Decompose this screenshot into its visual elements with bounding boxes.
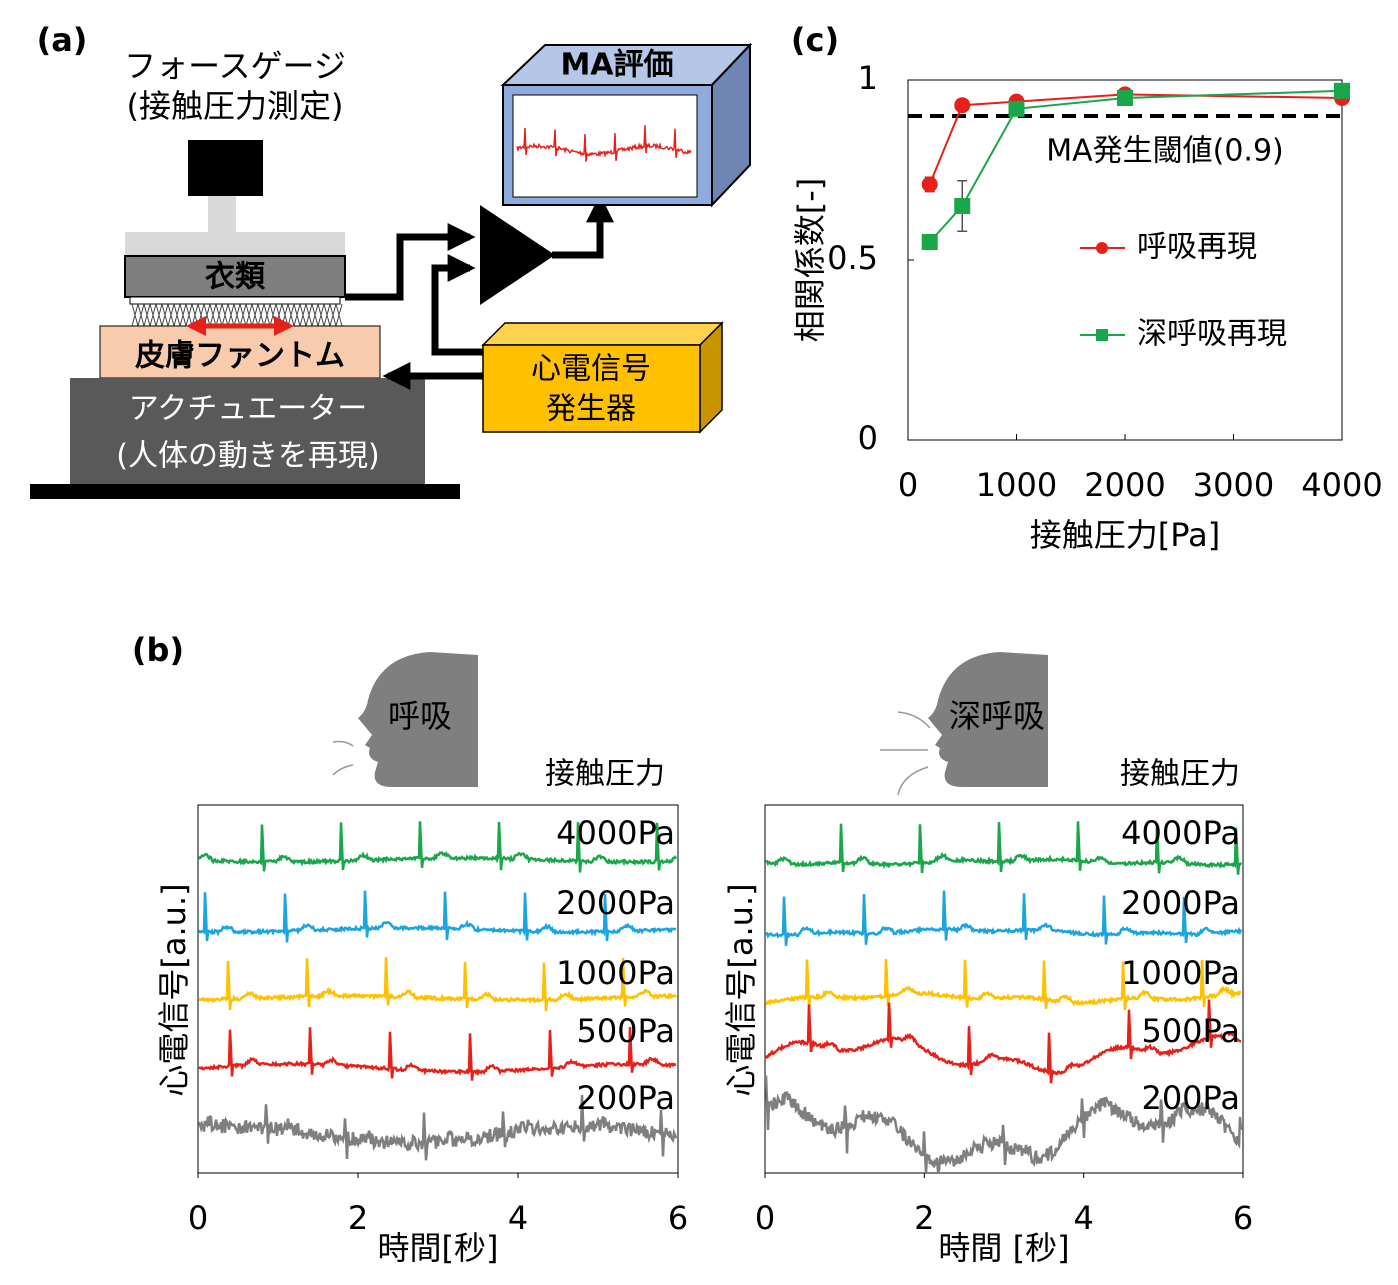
label: アクチュエーター (129, 392, 368, 427)
legend-label: 呼吸再現 (1137, 230, 1257, 265)
header-label: 接触圧力 (545, 757, 665, 792)
actuator (70, 378, 425, 484)
ecg-generator (482, 344, 701, 433)
gauge-plate (125, 232, 345, 255)
x-tick-label: 2000 (1084, 466, 1165, 504)
threshold-label: MA発生閾値(0.9) (1046, 134, 1284, 169)
label: 心電信号 (531, 352, 651, 387)
panel-label: (a) (37, 21, 88, 59)
plot-frame (764, 804, 1244, 1174)
y-axis-label: 心電信号[a.u.] (722, 883, 760, 1096)
x-tick-label: 4 (508, 1199, 528, 1237)
header-label: 接触圧力 (1120, 757, 1240, 792)
legend-marker (1096, 242, 1108, 254)
amplifier (480, 205, 555, 305)
x-axis-label: 時間[秒] (378, 1229, 499, 1267)
clothing (124, 255, 346, 298)
x-axis-label: 時間 [秒] (938, 1229, 1069, 1267)
x-tick-label: 2 (348, 1199, 368, 1237)
series-label: 500Pa (1141, 1012, 1240, 1050)
y-axis-label: 心電信号[a.u.] (155, 883, 193, 1096)
label: 発生器 (546, 392, 636, 427)
x-tick-label: 6 (668, 1199, 688, 1237)
x-tick-label: 0 (898, 466, 918, 504)
y-tick-label: 0.5 (827, 239, 878, 277)
series-label: 2000Pa (1121, 884, 1240, 922)
marker (954, 198, 971, 214)
screen-trace (516, 125, 692, 162)
x-tick-label: 0 (755, 1199, 775, 1237)
fibers (131, 303, 343, 327)
label: 衣類 (205, 260, 266, 295)
signal-trace (197, 821, 678, 873)
force-gauge (188, 140, 263, 196)
gauge-stem (208, 196, 236, 232)
series-label: 200Pa (576, 1079, 675, 1117)
fabric-layer (129, 296, 341, 305)
legend-marker (1096, 329, 1108, 341)
arrow (345, 223, 476, 301)
label: (接触圧力測定) (127, 87, 344, 125)
icon-label: 呼吸 (388, 697, 452, 735)
series-label: 2000Pa (556, 884, 675, 922)
arrow (431, 254, 485, 356)
generator-top (481, 322, 724, 346)
airflow (332, 740, 354, 747)
x-tick-label: 1000 (976, 466, 1057, 504)
airflow (897, 766, 929, 796)
signal-trace (197, 1095, 678, 1161)
panel-label: (b) (132, 631, 184, 669)
label: 皮膚ファントム (135, 339, 345, 374)
marker (1117, 90, 1133, 106)
x-tick-label: 2 (914, 1199, 934, 1237)
airflow (332, 764, 354, 776)
signal-trace (197, 890, 677, 943)
marker (1334, 82, 1350, 99)
panel-label: (c) (791, 21, 839, 59)
signal-trace (198, 1027, 677, 1081)
signal-trace (197, 957, 678, 1012)
series-label: 500Pa (576, 1012, 675, 1050)
marker (921, 234, 938, 250)
series-label: 4000Pa (1121, 814, 1240, 852)
series-label: 200Pa (1141, 1079, 1240, 1117)
marker (921, 176, 938, 193)
x-tick-label: 4000 (1301, 466, 1382, 504)
label: フォースゲージ (124, 47, 346, 85)
marker (954, 97, 971, 114)
x-tick-label: 6 (1233, 1199, 1253, 1237)
y-tick-label: 1 (858, 59, 878, 97)
airflow (897, 711, 931, 729)
signal-trace (765, 821, 1243, 875)
head-icon (928, 652, 1048, 787)
base (30, 484, 460, 499)
x-tick-label: 4 (1073, 1199, 1093, 1237)
signal-trace (764, 959, 1242, 1011)
legend-label: 深呼吸再現 (1137, 317, 1287, 352)
signal-trace (764, 1075, 1243, 1175)
x-tick-label: 3000 (1193, 466, 1274, 504)
setup-diagram: (a) フォースゲージ (接触圧力測定) 衣類 皮膚ファントム アクチュエーター… (30, 21, 753, 499)
series-label: 1000Pa (556, 954, 675, 992)
arrow (552, 194, 614, 259)
x-tick-label: 0 (188, 1199, 208, 1237)
series-label: 4000Pa (556, 814, 675, 852)
y-axis-label: 相関係数[-] (791, 178, 829, 343)
icon-label: 深呼吸 (949, 697, 1045, 735)
y-tick-label: 0 (858, 419, 878, 457)
label: (人体の動きを再現) (116, 439, 379, 474)
series-label: 1000Pa (1121, 954, 1240, 992)
x-axis-label: 接触圧力[Pa] (1030, 516, 1220, 554)
head-icon (358, 652, 478, 787)
signal-trace (764, 999, 1241, 1084)
marker (1008, 100, 1025, 117)
label: MA評価 (560, 48, 673, 83)
signal-trace (765, 890, 1243, 946)
plot-frame (197, 804, 679, 1174)
